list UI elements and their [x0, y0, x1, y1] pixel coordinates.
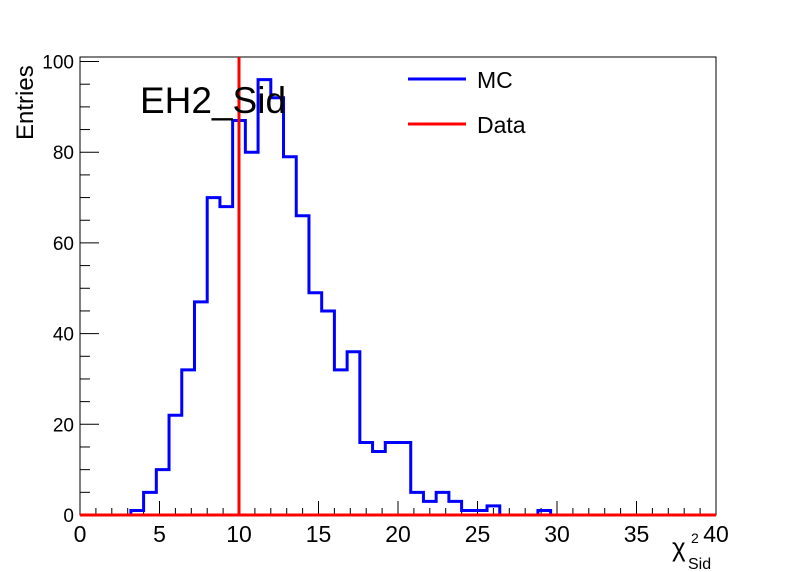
x-tick-label: 35	[624, 521, 650, 547]
x-tick-label: 25	[465, 521, 491, 547]
legend: MC Data	[408, 67, 526, 138]
x-tick-label: 40	[703, 521, 729, 547]
y-tick-label: 60	[53, 234, 74, 255]
x-tick-label: 5	[153, 521, 166, 547]
y-tick-label: 20	[53, 415, 74, 436]
x-axis-ticks: 0 5 10 15 20 25 30 35 40	[74, 501, 729, 547]
y-axis-ticks: 0 20 40 60 80 100	[42, 53, 99, 527]
x-tick-label: 20	[385, 521, 411, 547]
x-axis-label-sup: 2	[691, 530, 699, 546]
legend-data-label: Data	[477, 112, 526, 138]
x-tick-label: 10	[226, 521, 252, 547]
chart-title: EH2_Sid	[140, 80, 286, 121]
x-tick-label: 0	[74, 521, 87, 547]
x-tick-label: 30	[544, 521, 570, 547]
mc-histogram-line	[80, 78, 716, 517]
x-axis-label-base: χ	[672, 532, 686, 562]
x-axis-label-sub: Sid	[688, 556, 711, 572]
y-tick-label: 40	[53, 325, 74, 346]
y-tick-label: 100	[42, 53, 74, 74]
x-tick-label: 15	[306, 521, 332, 547]
y-tick-label: 80	[53, 143, 74, 164]
x-axis-label: χ 2 Sid	[672, 530, 711, 572]
plot-frame	[79, 56, 717, 516]
y-tick-label: 0	[63, 506, 74, 527]
y-axis-label: Entries	[12, 65, 39, 140]
legend-mc-label: MC	[477, 67, 513, 93]
